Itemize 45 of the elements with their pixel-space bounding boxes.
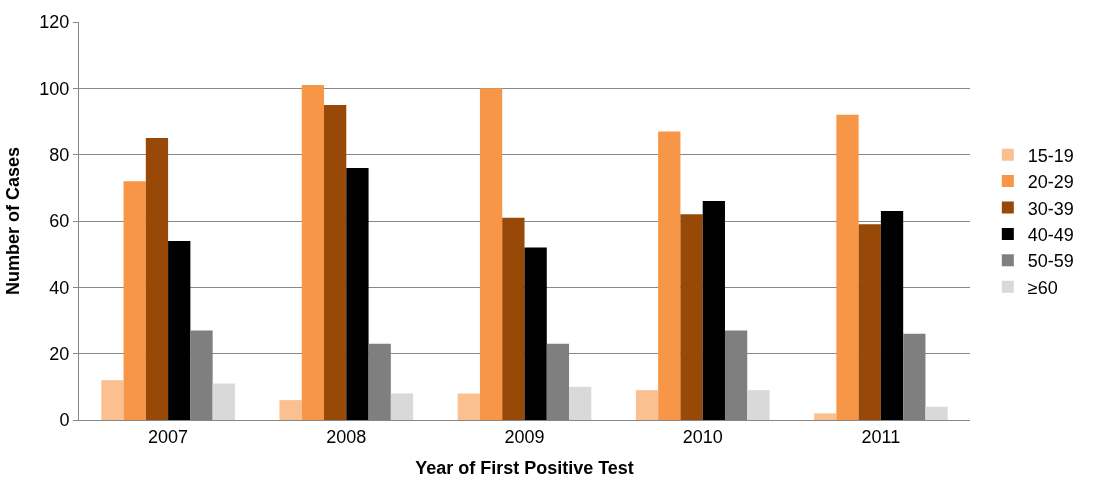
y-tick-label: 20 xyxy=(49,343,70,364)
y-tick-label: 120 xyxy=(39,12,70,33)
legend-label: 30-39 xyxy=(1027,198,1074,219)
legend-label: 40-49 xyxy=(1027,224,1074,245)
legend-label: 50-59 xyxy=(1027,251,1074,272)
bar xyxy=(836,114,859,420)
bar xyxy=(880,211,904,420)
legend-label: 20-29 xyxy=(1027,172,1074,193)
bar xyxy=(814,413,837,420)
bar xyxy=(858,224,881,420)
bar xyxy=(301,85,325,420)
bar xyxy=(702,201,725,420)
bar xyxy=(324,104,347,420)
bar xyxy=(925,406,948,420)
bar xyxy=(479,88,503,420)
y-tick-label: 40 xyxy=(49,277,70,298)
bar xyxy=(747,390,770,420)
y-tick-label: 60 xyxy=(49,211,70,232)
bar xyxy=(457,393,480,420)
bar xyxy=(123,181,146,420)
bar xyxy=(680,214,703,420)
bar xyxy=(635,390,659,420)
y-axis-title: Number of Cases xyxy=(2,146,23,296)
bar xyxy=(390,393,414,420)
bar xyxy=(346,167,369,420)
bar xyxy=(524,247,547,420)
y-tick-label: 80 xyxy=(49,144,70,165)
bar xyxy=(168,240,191,420)
bar xyxy=(658,131,681,420)
legend-label: 15-19 xyxy=(1027,145,1074,166)
x-tick-label: 2007 xyxy=(148,426,189,447)
bar xyxy=(279,400,302,420)
x-axis-title: Year of First Positive Test xyxy=(415,457,634,478)
y-tick-label: 0 xyxy=(59,410,70,431)
y-tick-label: 100 xyxy=(39,78,70,99)
bar xyxy=(212,383,235,420)
x-tick-label: 2010 xyxy=(682,426,723,447)
bar xyxy=(145,138,169,420)
x-tick-label: 2009 xyxy=(504,426,545,447)
bar xyxy=(569,386,592,420)
x-tick-label: 2011 xyxy=(861,426,901,447)
bar xyxy=(502,217,525,420)
x-tick-label: 2008 xyxy=(326,426,367,447)
legend-label: ≥60 xyxy=(1027,277,1058,298)
bar xyxy=(101,380,124,420)
